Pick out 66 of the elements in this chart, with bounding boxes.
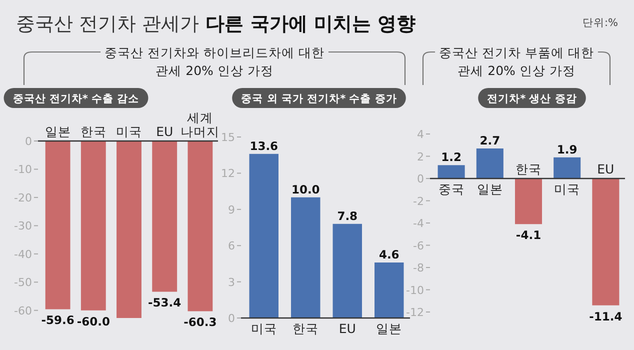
x-tick-label: EU (156, 124, 174, 139)
bar (249, 154, 278, 318)
data-label: 7.8 (337, 208, 358, 223)
y-tick-label: -40 (14, 248, 32, 261)
data-label: 4.6 (378, 247, 400, 262)
data-label: -60.3 (184, 315, 217, 330)
x-tick-label: 미국 (250, 321, 277, 336)
text: 단위:% (582, 17, 618, 29)
chart-title: 중국 외 국가 전기차* 수출 증가 (241, 93, 397, 105)
y-tick-label: -10 (14, 163, 32, 176)
y-tick-label: 0 (417, 172, 424, 186)
y-tick-label: -12 (406, 306, 424, 319)
bar (476, 148, 504, 178)
y-tick-label: -4 (413, 217, 424, 230)
y-tick-label: 6 (228, 240, 235, 253)
y-tick-label: -6 (413, 239, 424, 252)
y-tick-label: -10 (406, 284, 424, 297)
y-tick-label: 4 (417, 128, 424, 141)
text: 다른 국가에 미치는 영향 (199, 13, 416, 35)
bar (554, 157, 581, 178)
y-tick-label: -20 (14, 191, 32, 204)
y-tick-label: 0 (228, 312, 235, 325)
text: 중국산 전기차와 하이브리드차에 대한 관세 20% 인상 가정 (104, 45, 324, 78)
y-tick-label: -50 (14, 276, 32, 290)
y-tick-label: 12 (221, 167, 235, 180)
data-label: 1.2 (441, 150, 462, 164)
y-tick-label: -60 (14, 304, 32, 318)
bar (332, 224, 362, 318)
bar (438, 165, 465, 178)
data-label: -4.1 (516, 228, 542, 242)
y-tick-label: 0 (25, 135, 32, 148)
x-tick-label: 미국 (116, 124, 142, 139)
bar (592, 178, 620, 306)
data-label: -11.4 (589, 309, 622, 324)
text: 중국산 전기차 부품에 대한 관세 20% 인상 가정 (439, 45, 594, 78)
text: 중국산 전기차 관세가 (16, 13, 200, 35)
bar (514, 178, 542, 224)
chart-title: 전기차* 생산 증감 (487, 93, 577, 105)
data-label: 2.7 (480, 133, 500, 148)
y-tick-label: -8 (413, 262, 424, 274)
x-tick-label: 일본 (476, 182, 503, 196)
x-tick-label: EU (338, 321, 356, 336)
chart-title: 중국산 전기차* 수출 감소 (12, 93, 140, 105)
y-tick-label: 9 (228, 203, 235, 216)
x-tick-label: 미국 (554, 182, 580, 196)
data-label: -60.0 (76, 314, 110, 328)
x-tick-label: 일본 (44, 124, 71, 139)
x-tick-label: 중국 (438, 182, 464, 196)
x-tick-label: 일본 (376, 321, 402, 336)
x-tick-label: 한국 (292, 321, 319, 336)
x-tick-label: EU (597, 162, 614, 176)
y-tick-label: -2 (413, 194, 424, 208)
y-tick-label: 2 (417, 150, 424, 164)
x-tick-label: 한국 (516, 162, 542, 176)
y-tick-label: -30 (14, 220, 32, 233)
bar (374, 262, 404, 318)
data-label: 13.6 (250, 138, 278, 153)
data-label: 1.9 (556, 142, 578, 156)
x-tick-label: 세계 나머지 (180, 110, 220, 139)
bar (291, 197, 320, 318)
data-label: 10.0 (291, 182, 320, 196)
data-label: -59.6 (41, 313, 74, 328)
x-tick-label: 한국 (80, 124, 106, 139)
y-tick-label: 15 (221, 131, 235, 144)
data-label: -53.4 (148, 296, 182, 310)
y-tick-label: 3 (228, 276, 235, 289)
